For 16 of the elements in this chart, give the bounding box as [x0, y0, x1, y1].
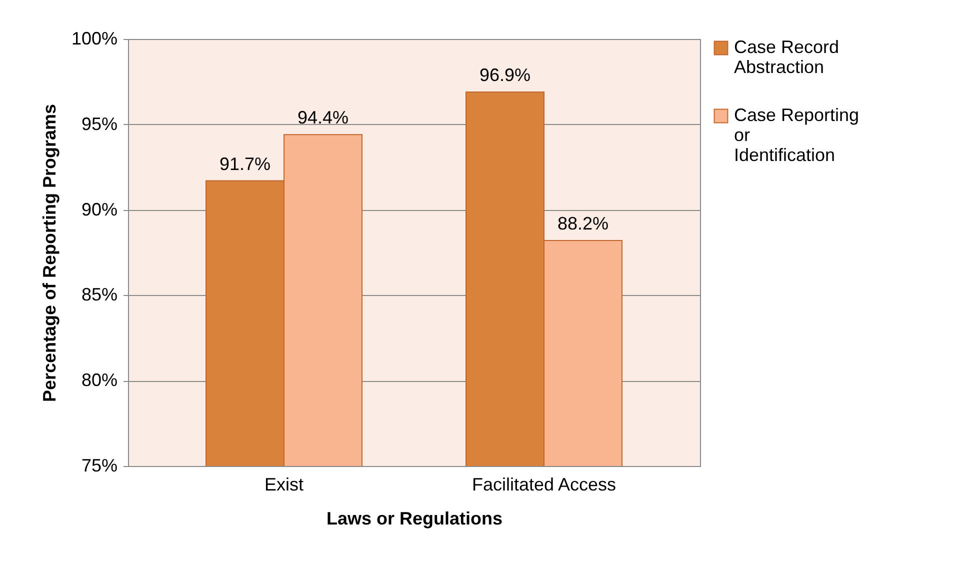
y-tick-label: 100%	[71, 28, 118, 48]
y-tick-label: 95%	[81, 114, 118, 134]
y-tick-label: 90%	[81, 199, 118, 220]
y-tick-label: 80%	[81, 370, 118, 390]
text: 94.4%	[297, 108, 349, 128]
y-axis-title: Percentage of Reporting Programs	[39, 104, 60, 402]
x-tick-label: Facilitated Access	[472, 474, 616, 494]
text: 96.9%	[479, 64, 531, 85]
legend-label: Case Reporting or Identification	[734, 105, 860, 165]
text: 88.2%	[557, 214, 609, 234]
y-tick-label: 75%	[81, 456, 118, 476]
text: 91.7%	[219, 154, 271, 174]
x-axis-title: Laws or Regulations	[326, 508, 503, 528]
legend-label: Case Record Abstraction	[734, 37, 840, 77]
y-tick-label: 85%	[81, 284, 118, 305]
x-tick-label: Exist	[264, 474, 304, 494]
